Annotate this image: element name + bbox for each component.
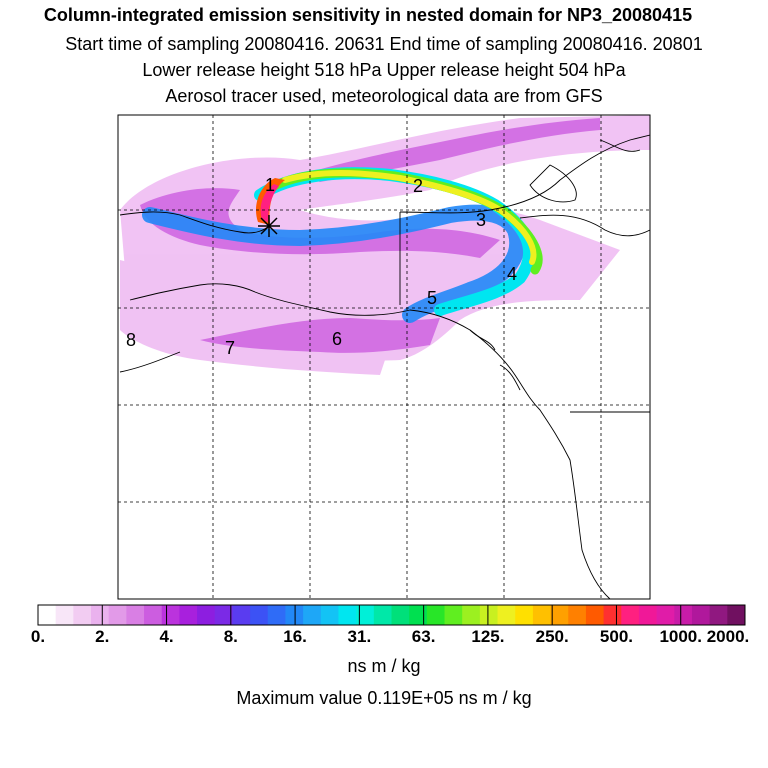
colorbar-swatch (479, 605, 499, 625)
colorbar-swatch (232, 605, 251, 625)
colorbar-swatch (320, 605, 339, 625)
trajectory-marker-2: 2 (413, 176, 423, 196)
trajectory-marker-8: 8 (126, 330, 136, 350)
map-frame (117, 114, 651, 600)
graticule (118, 115, 650, 599)
coastlines (119, 134, 650, 599)
colorbar-swatch (727, 605, 746, 625)
colorbar-swatch (144, 605, 163, 625)
tracer-info-line: Aerosol tracer used, meteorological data… (165, 86, 603, 106)
colorbar-swatch (267, 605, 286, 625)
colorbar-swatch (108, 605, 127, 625)
colorbar-swatch (462, 605, 481, 625)
colorbar-swatch (568, 605, 587, 625)
maximum-value-label: Maximum value 0.119E+05 ns m / kg (236, 688, 532, 708)
colorbar-swatch (691, 605, 711, 625)
colorbar-swatch (285, 605, 304, 625)
colorbar-swatch (250, 605, 269, 625)
colorbar-tick-label: 1000. (659, 627, 702, 646)
colorbar-swatch (621, 605, 640, 625)
colorbar-swatch (656, 605, 675, 625)
colorbar-swatch (126, 605, 145, 625)
trajectory-marker-1: 1 (265, 175, 275, 195)
colorbar-tick-label: 16. (283, 627, 307, 646)
colorbar (37, 604, 746, 626)
colorbar-tick-label: 0. (30, 627, 46, 646)
colorbar-swatch (179, 605, 198, 625)
colorbar-tick-label: 63. (411, 627, 436, 646)
trajectory-marker-4: 4 (507, 264, 517, 284)
colorbar-tick-label: 2. (95, 627, 110, 646)
release-point-marker (258, 215, 280, 237)
colorbar-tick-label: 31. (347, 627, 372, 646)
colorbar-swatch (38, 605, 57, 625)
colorbar-tick-label: 500. (599, 627, 633, 646)
colorbar-swatch (497, 605, 516, 625)
trajectory-marker-5: 5 (427, 288, 437, 308)
trajectory-marker-3: 3 (476, 210, 486, 230)
sensitivity-plume-blue (142, 204, 526, 323)
colorbar-swatch (532, 605, 552, 625)
colorbar-frame (37, 604, 746, 626)
colorbar-swatch (603, 605, 622, 625)
sensitivity-plume-yellow (282, 170, 537, 265)
release-height-line: Lower release height 518 hPa Upper relea… (142, 60, 626, 80)
colorbar-swatch (585, 605, 605, 625)
colorbar-swatch (515, 605, 534, 625)
colorbar-swatch (638, 605, 658, 625)
sensitivity-plume-medium (140, 118, 600, 353)
colorbar-swatch (161, 605, 180, 625)
colorbar-swatch (426, 605, 446, 625)
colorbar-swatch (214, 605, 233, 625)
colorbar-swatch (55, 605, 74, 625)
colorbar-tick-label: 8. (223, 627, 238, 646)
colorbar-swatch (73, 605, 92, 625)
colorbar-swatch (373, 605, 392, 625)
colorbar-swatch (444, 605, 463, 625)
trajectory-marker-6: 6 (332, 329, 342, 349)
colorbar-swatch (91, 605, 110, 625)
colorbar-units: ns m / kg (347, 656, 421, 676)
colorbar-tick-label: 2000. (706, 627, 750, 646)
colorbar-swatch (550, 605, 569, 625)
trajectory-marker-7: 7 (225, 338, 235, 358)
colorbar-swatch (391, 605, 410, 625)
colorbar-tick-label: 125. (471, 627, 505, 646)
colorbar-swatch (197, 605, 216, 625)
colorbar-swatch (303, 605, 322, 625)
colorbar-tick-label: 250. (535, 627, 569, 646)
colorbar-swatch (674, 605, 693, 625)
colorbar-tick-label: 4. (159, 627, 174, 646)
chart-title: Column-integrated emission sensitivity i… (43, 5, 693, 25)
sensitivity-source-core (255, 178, 285, 225)
colorbar-swatch (409, 605, 428, 625)
sampling-time-line: Start time of sampling 20080416. 20631 E… (65, 34, 703, 54)
colorbar-swatch (709, 605, 728, 625)
colorbar-swatch (338, 605, 357, 625)
colorbar-swatch (356, 605, 375, 625)
